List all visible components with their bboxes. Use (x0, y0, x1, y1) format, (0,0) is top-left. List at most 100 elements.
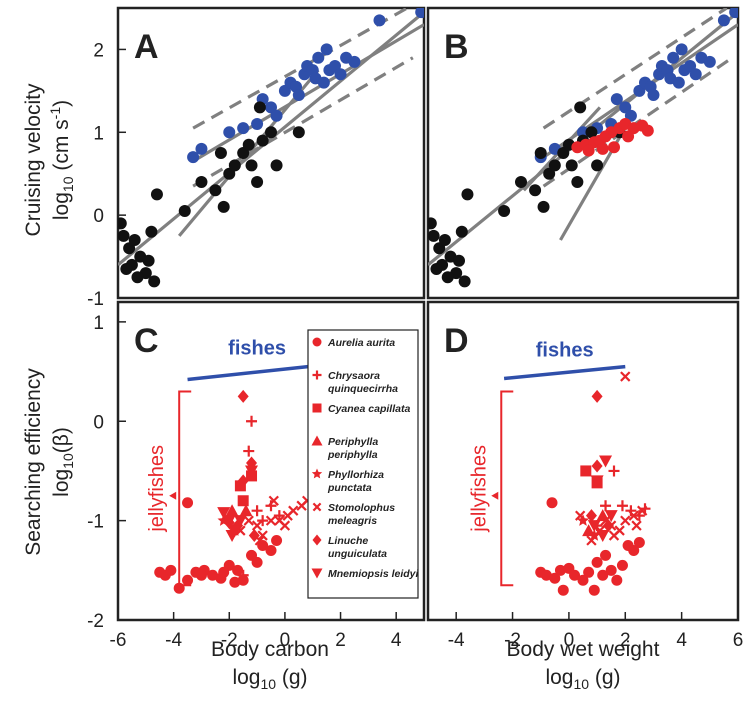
data-point (591, 389, 603, 403)
data-point (253, 101, 266, 114)
data-point (608, 530, 620, 541)
data-point (575, 510, 586, 521)
data-point (637, 505, 648, 516)
jellyfishes-label: jellyfishes (468, 445, 490, 533)
data-point (667, 51, 680, 64)
panel-frame (116, 300, 426, 622)
data-point (248, 529, 260, 543)
x-tick-label: 2 (620, 630, 631, 651)
data-point (717, 14, 730, 27)
data-point (529, 184, 542, 197)
data-point (415, 8, 424, 19)
data-point (588, 584, 600, 596)
data-point (461, 188, 474, 201)
legend-marker (311, 568, 323, 579)
data-point (599, 455, 613, 468)
data-point (582, 144, 595, 157)
data-point (620, 371, 631, 382)
data-point (246, 415, 258, 427)
data-point (616, 559, 628, 571)
panel-label: D (444, 322, 469, 360)
data-point (633, 536, 645, 548)
data-point (142, 254, 155, 267)
legend-marker (311, 435, 323, 446)
data-point (600, 500, 612, 512)
data-point (441, 271, 454, 284)
bracket-tick (169, 491, 177, 500)
data-point (150, 188, 163, 201)
data-point (631, 520, 642, 531)
data-point (628, 544, 640, 556)
data-point (268, 495, 279, 506)
data-point (641, 124, 654, 137)
data-point (320, 43, 333, 56)
data-point (537, 200, 550, 213)
data-point (597, 569, 609, 581)
data-point (591, 459, 603, 473)
x-tick-label: -6 (110, 630, 127, 651)
data-point (620, 515, 631, 526)
data-point (237, 569, 249, 581)
data-point (225, 530, 239, 543)
data-point (234, 480, 246, 492)
data-point (565, 159, 578, 172)
data-point (257, 539, 269, 551)
data-point (596, 142, 609, 155)
data-point (334, 68, 347, 81)
legend-frame (307, 329, 419, 599)
data-point (195, 569, 207, 581)
panel-a: A -1 0 1 2 (87, 6, 426, 310)
y-tick-label: 0 (93, 412, 104, 433)
data-point (271, 535, 283, 546)
legend-label: Chrysaora quinquecirrha (328, 370, 398, 395)
y-tick-label: -2 (87, 611, 104, 632)
y-axis-title-efficiency-unit: log10(β) (50, 427, 76, 497)
panel-label: A (134, 28, 159, 66)
data-point (232, 564, 244, 576)
data-point (689, 68, 702, 81)
data-point (222, 515, 236, 528)
data-point (145, 225, 158, 238)
data-point (182, 574, 194, 586)
x-tick-label: -4 (165, 630, 182, 651)
y-axis-title-velocity-main: Cruising velocity (22, 83, 45, 236)
legend-marker (312, 337, 322, 347)
x-tick-label: 4 (676, 630, 687, 651)
x-axis-title-carbon-unit: log10 (g) (232, 666, 307, 692)
data-point (251, 556, 263, 568)
data-point (228, 159, 241, 172)
data-point (148, 275, 161, 288)
data-point (605, 564, 617, 576)
x-tick-label: 0 (280, 630, 291, 651)
data-point (428, 229, 440, 242)
data-point (265, 515, 277, 526)
data-point (557, 584, 569, 596)
x-tick-label: -2 (504, 630, 521, 651)
data-point (292, 126, 305, 139)
plot-area (118, 8, 424, 288)
data-point (288, 505, 299, 516)
data-point (569, 569, 581, 581)
data-point (549, 572, 561, 584)
data-point (243, 445, 255, 457)
data-point (591, 159, 604, 172)
legend-marker (312, 502, 322, 512)
x-axis-title-carbon-main: Body carbon (211, 638, 329, 661)
data-point (672, 76, 685, 89)
x-axis-title-wet-weight-unit: log10 (g) (545, 666, 620, 692)
data-point (602, 519, 614, 533)
data-point (596, 530, 610, 543)
y-tick-label: 0 (93, 206, 104, 227)
data-point (608, 465, 620, 477)
data-point (218, 566, 230, 578)
legend-label: Cyanea capillata (328, 403, 410, 415)
data-point (256, 134, 269, 147)
regression-line (192, 23, 424, 163)
data-point (585, 126, 598, 139)
legend-label: Aurelia aurita (327, 337, 395, 349)
data-point (604, 510, 618, 523)
data-point (548, 159, 561, 172)
data-point (217, 507, 231, 520)
data-point (225, 504, 239, 517)
data-point (554, 564, 566, 576)
